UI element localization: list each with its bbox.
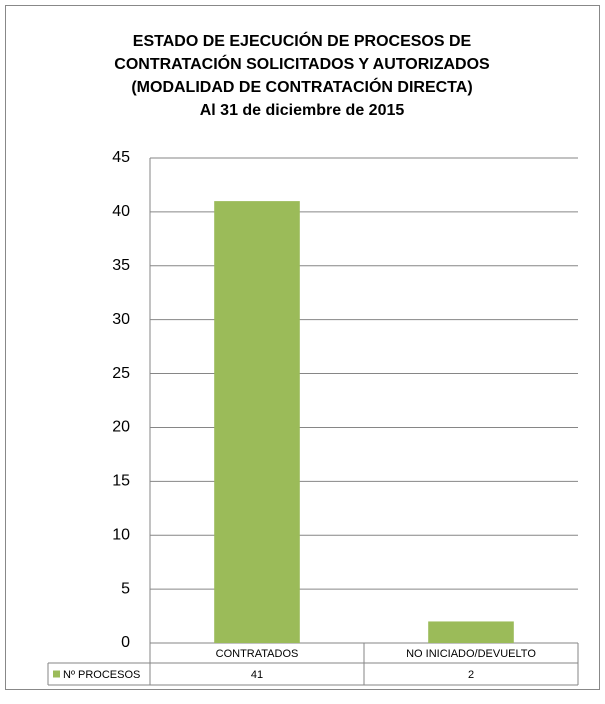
legend-label: Nº PROCESOS (63, 669, 140, 681)
chart-title: ESTADO DE EJECUCIÓN DE PROCESOS DE (133, 31, 472, 50)
bar (428, 621, 514, 643)
chart-title: Al 31 de diciembre de 2015 (200, 102, 405, 119)
y-tick-label: 5 (121, 580, 130, 597)
bar (214, 201, 300, 643)
chart-title: (MODALIDAD DE CONTRATACIÓN DIRECTA) (131, 77, 472, 96)
y-tick-label: 35 (112, 257, 130, 274)
y-tick-label: 20 (112, 419, 130, 436)
y-tick-label: 10 (112, 526, 130, 543)
y-tick-label: 25 (112, 365, 130, 382)
y-tick-label: 40 (112, 203, 130, 220)
table-value: 2 (468, 669, 474, 681)
table-value: 41 (251, 669, 263, 681)
y-tick-label: 30 (112, 311, 130, 328)
y-tick-label: 15 (112, 473, 130, 490)
y-tick-label: 0 (121, 634, 130, 651)
chart-title: CONTRATACIÓN SOLICITADOS Y AUTORIZADOS (114, 54, 490, 73)
x-tick-label: CONTRATADOS (216, 648, 299, 660)
y-tick-label: 45 (112, 149, 130, 166)
x-tick-label: NO INICIADO/DEVUELTO (406, 648, 536, 660)
chart-border (5, 5, 600, 690)
legend-swatch (53, 670, 60, 678)
